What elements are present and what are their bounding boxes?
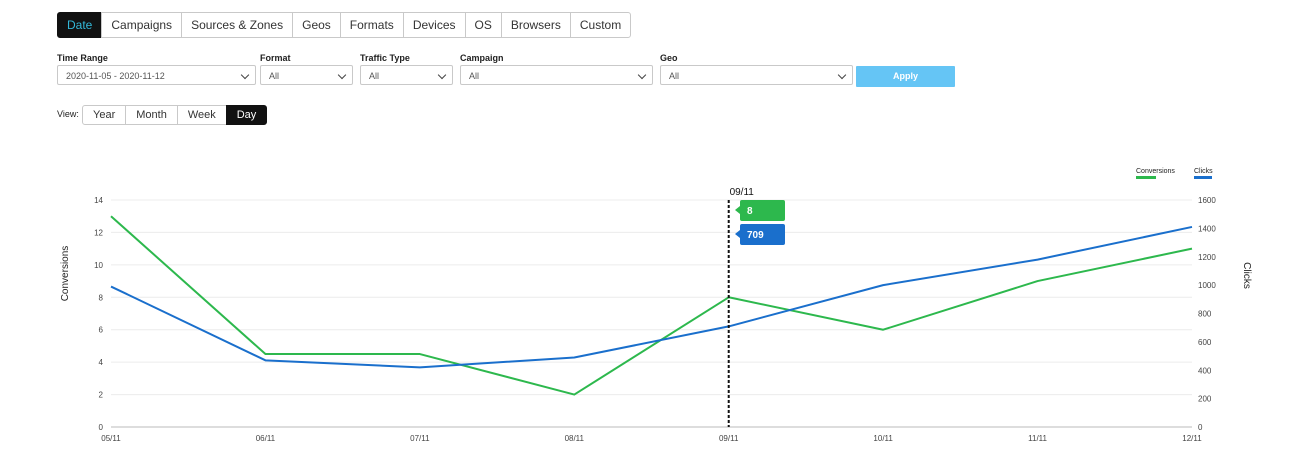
tab-sources-zones[interactable]: Sources & Zones [181, 12, 294, 38]
format-select[interactable]: All [260, 65, 353, 85]
geo-label: Geo [660, 53, 678, 63]
x-tick-label: 10/11 [873, 434, 893, 443]
geo-select[interactable]: All [660, 65, 853, 85]
legend-label-conversions: Conversions [1136, 168, 1175, 175]
view-label: View: [57, 109, 79, 119]
chevron-down-icon [240, 70, 250, 80]
campaign-label: Campaign [460, 53, 504, 63]
chevron-down-icon [837, 70, 847, 80]
x-tick-label: 09/11 [719, 434, 739, 443]
tooltip-pointer [735, 230, 740, 238]
y-tick-label: 8 [99, 293, 104, 302]
time-range-label: Time Range [57, 53, 108, 63]
traffic-type-label: Traffic Type [360, 53, 410, 63]
format-value: All [269, 71, 280, 81]
time-range-value: 2020-11-05 - 2020-11-12 [66, 71, 165, 81]
apply-button[interactable]: Apply [856, 66, 955, 87]
legend-swatch-clicks [1194, 176, 1212, 179]
y-tick-label: 2 [99, 391, 104, 400]
legend-swatch-conversions [1136, 176, 1156, 179]
chevron-down-icon [637, 70, 647, 80]
campaign-value: All [469, 71, 480, 81]
y2-tick-label: 200 [1198, 395, 1212, 404]
tab-date[interactable]: Date [57, 12, 103, 38]
chevron-down-icon [337, 70, 347, 80]
tab-browsers[interactable]: Browsers [500, 12, 571, 38]
y-tick-label: 14 [94, 196, 103, 205]
tab-devices[interactable]: Devices [402, 12, 466, 38]
y-axis-title: Conversions [60, 246, 71, 302]
campaign-select[interactable]: All [460, 65, 653, 85]
x-tick-label: 06/11 [256, 434, 276, 443]
y-tick-label: 0 [99, 423, 104, 432]
view-month-button[interactable]: Month [125, 105, 178, 125]
traffic-type-value: All [369, 71, 380, 81]
tooltip-conversions-value: 8 [747, 206, 753, 217]
y2-tick-label: 0 [1198, 423, 1203, 432]
legend-label-clicks: Clicks [1194, 168, 1213, 175]
y2-tick-label: 800 [1198, 310, 1212, 319]
tab-geos[interactable]: Geos [292, 12, 341, 38]
view-year-button[interactable]: Year [82, 105, 127, 125]
report-tabs: Date Campaigns Sources & Zones Geos Formats D… [57, 12, 632, 38]
y-tick-label: 6 [99, 326, 104, 335]
tab-campaigns[interactable]: Campaigns [101, 12, 183, 38]
series-line-conversions [110, 215, 1193, 396]
tooltip-conversions-badge [740, 200, 785, 221]
time-range-select[interactable]: 2020-11-05 - 2020-11-12 [57, 65, 256, 85]
tab-os[interactable]: OS [464, 12, 502, 38]
chevron-down-icon [437, 70, 447, 80]
tab-custom[interactable]: Custom [569, 12, 632, 38]
y2-tick-label: 1200 [1198, 253, 1216, 262]
x-tick-label: 08/11 [565, 434, 585, 443]
view-toggle: Year Month Week Day [82, 105, 268, 125]
tooltip-pointer [735, 206, 740, 214]
y-tick-label: 12 [94, 228, 103, 237]
y2-tick-label: 1400 [1198, 224, 1216, 233]
tab-formats[interactable]: Formats [339, 12, 404, 38]
y-tick-label: 4 [99, 358, 104, 367]
view-day-button[interactable]: Day [225, 105, 268, 125]
geo-value: All [669, 71, 680, 81]
y-tick-label: 10 [94, 261, 103, 270]
crosshair-date-label: 09/11 [730, 187, 755, 198]
traffic-type-select[interactable]: All [360, 65, 453, 85]
x-tick-label: 11/11 [1028, 434, 1047, 443]
tooltip-clicks-badge [740, 224, 785, 245]
x-tick-label: 07/11 [410, 434, 430, 443]
y2-tick-label: 1000 [1198, 281, 1216, 290]
y2-tick-label: 600 [1198, 338, 1212, 347]
y2-axis-title: Clicks [1241, 262, 1252, 289]
y2-tick-label: 1600 [1198, 196, 1216, 205]
y2-tick-label: 400 [1198, 366, 1212, 375]
tooltip-clicks-value: 709 [747, 230, 764, 241]
x-tick-label: 12/11 [1182, 434, 1202, 443]
format-label: Format [260, 53, 291, 63]
series-line-clicks [110, 225, 1193, 369]
x-tick-label: 05/11 [101, 434, 121, 443]
view-week-button[interactable]: Week [176, 105, 227, 125]
